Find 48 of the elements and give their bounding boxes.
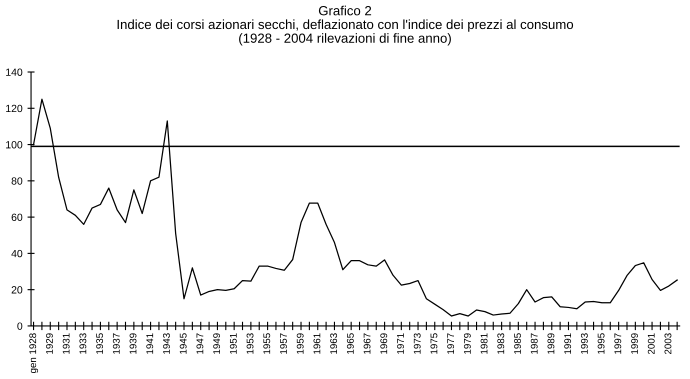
chart-title: Grafico 2 Indice dei corsi azionari secchi, deflazionato con l'indice dei prezzi al consumo (1928 - 2004 rilevazioni di fine anno) <box>118 6 574 46</box>
x-tick-label: 2001 <box>648 333 655 354</box>
x-tick-label: 1931 <box>62 333 70 354</box>
x-tick-label: 1939 <box>130 333 136 354</box>
x-tick-label: 1989 <box>547 333 554 354</box>
x-tick-label: 1987 <box>530 333 538 354</box>
x-tick-label: 1983 <box>497 333 504 354</box>
x-tick-label: 1965 <box>346 333 354 354</box>
x-tick-label: 1953 <box>246 333 254 354</box>
x-tick-label: 1995 <box>598 333 605 354</box>
y-tick-label: 0 <box>17 322 22 330</box>
x-tick-label: 1943 <box>163 333 170 354</box>
x-tick-label: 1961 <box>313 333 320 354</box>
x-tick-label: 1941 <box>146 333 154 354</box>
x-tick-label: 1955 <box>263 333 270 354</box>
y-tick-label: 60 <box>12 214 22 221</box>
x-tick-label: 1971 <box>397 333 404 354</box>
x-tick-label: 1957 <box>280 333 287 354</box>
x-tick-label: 1951 <box>230 333 237 354</box>
y-tick-label: 40 <box>11 250 22 258</box>
x-tick-label: 1993 <box>580 333 588 354</box>
x-tick-label: 1979 <box>464 333 471 354</box>
x-tick-label: 1973 <box>414 333 421 354</box>
y-tick-label: 120 <box>6 104 22 112</box>
x-tick-label: 1933 <box>79 333 86 354</box>
x-tick-label: 1985 <box>514 333 521 354</box>
x-tick-label: 1981 <box>480 333 488 354</box>
x-tick-label: 1999 <box>631 333 638 354</box>
x-tick-label: 1937 <box>112 333 120 354</box>
y-tick-label: 20 <box>12 286 22 294</box>
x-tick-label: 1929 <box>46 333 53 354</box>
x-tick-label: 1997 <box>614 333 622 354</box>
x-tick-label: 1959 <box>296 333 304 354</box>
x-tick-label: 1975 <box>430 333 438 354</box>
x-tick-label: gen 1928 <box>29 333 38 374</box>
y-tick-label: 140 <box>6 68 22 76</box>
x-tick-label: 1967 <box>364 333 370 354</box>
y-tick-label: 80 <box>12 177 22 185</box>
x-tick-label: 1935 <box>96 333 104 354</box>
x-tick-label: 1977 <box>447 333 454 354</box>
x-tick-label: 1991 <box>564 333 572 354</box>
x-tick-label: 1963 <box>330 333 338 354</box>
x-tick-label: 1969 <box>380 333 388 354</box>
x-tick-label: 1945 <box>180 333 187 354</box>
x-tick-label: 1949 <box>213 333 220 354</box>
y-tick-label: 100 <box>6 141 22 148</box>
x-tick-label: 2003 <box>664 333 672 354</box>
x-tick-label: 1947 <box>196 333 204 354</box>
